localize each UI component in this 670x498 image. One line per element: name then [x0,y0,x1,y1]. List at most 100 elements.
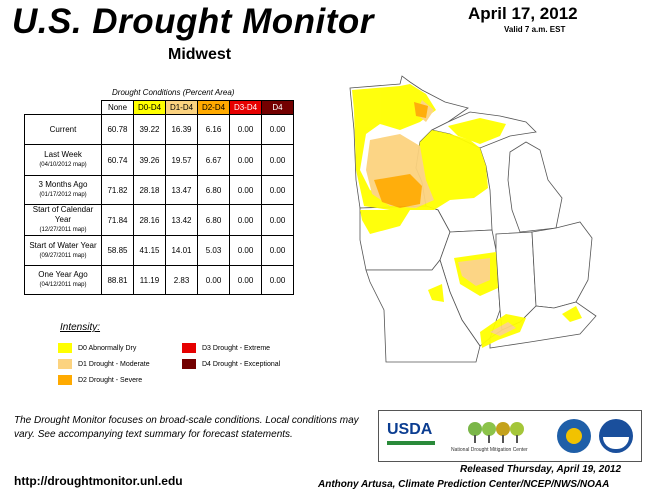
table-cell: 16.39 [165,114,198,145]
table-cell: 0.00 [229,175,262,205]
ndmc-logo-text: National Drought Mitigation Center [451,447,528,453]
footnote: The Drought Monitor focuses on broad-sca… [14,415,359,440]
table-cell: 28.16 [133,204,166,236]
table-cell: 6.67 [197,144,230,176]
row-label: Start of Water Year (09/27/2011 map) [24,235,102,266]
col-header-d0-d4: D0-D4 [133,100,166,115]
legend-label-d4: D4 Drought - Exceptional [202,361,281,368]
d0-area-iowa [360,210,410,234]
table-cell: 19.57 [165,144,198,176]
table-cell: 2.83 [165,265,198,295]
state-michigan-lp [507,141,563,233]
col-header-d1-d4: D1-D4 [165,100,198,115]
table-cell: 71.82 [101,175,134,205]
website-link[interactable]: http://droughtmonitor.unl.edu [14,474,183,488]
table-row: Start of Water Year (09/27/2011 map) 58.85… [24,235,294,266]
row-label: Last Week (04/10/2012 map) [24,144,102,176]
table-cell: 88.81 [101,265,134,295]
table-cell: 5.03 [197,235,230,266]
row-label-text: One Year Ago [38,270,88,279]
table-caption: Drought Conditions (Percent Area) [112,88,235,97]
agency-logos: USDA National Drought Mitigation Center [378,410,642,462]
row-label-date: (04/10/2012 map) [39,162,87,168]
region-label: Midwest [168,46,232,63]
usda-logo: USDA [387,421,433,438]
table-cell: 11.19 [133,265,166,295]
page-title: U.S. Drought Monitor [12,2,374,41]
map-date: April 17, 2012 [468,4,578,23]
row-label-text: 3 Months Ago [38,180,88,189]
drought-map [349,75,597,363]
col-header-d3-d4: D3-D4 [229,100,262,115]
table-row: Current 60.78 39.22 16.39 6.16 0.00 0.00 [24,114,294,145]
doc-seal-icon [557,419,591,453]
table-cell: 0.00 [261,144,294,176]
table-cell: 0.00 [261,204,294,236]
d0-area-missouri [428,284,444,302]
drought-conditions-table: None D0-D4 D1-D4 D2-D4 D3-D4 D4 Current 6… [24,100,294,295]
legend-swatch-d1 [58,359,72,369]
row-label: 3 Months Ago (01/17/2012 map) [24,175,102,205]
d2-area-central [374,174,422,208]
release-date: Released Thursday, April 19, 2012 [460,464,622,475]
d0-area-michigan [448,118,506,144]
usda-logo-bar [387,441,435,445]
table-cell: 39.22 [133,114,166,145]
table-cell: 60.78 [101,114,134,145]
state-ohio [531,221,593,309]
table-cell: 60.74 [101,144,134,176]
noaa-logo-icon [599,419,633,453]
table-row: Last Week (04/10/2012 map) 60.74 39.26 19.57… [24,144,294,176]
legend-label-d3: D3 Drought - Extreme [202,345,271,352]
table-cell: 6.16 [197,114,230,145]
legend-swatch-d4 [182,359,196,369]
d2-area-north [414,102,428,118]
d0-area-kentucky [562,306,582,322]
table-cell: 39.26 [133,144,166,176]
table-row: Start of Calendar Year (12/27/2011 map) 71… [24,204,294,236]
row-label-text: Last Week [44,150,82,159]
table-cell: 0.00 [229,265,262,295]
row-label-text: Start of Calendar Year [32,205,94,224]
table-cell: 0.00 [261,265,294,295]
table-cell: 0.00 [261,175,294,205]
table-cell: 28.18 [133,175,166,205]
valid-time: Valid 7 a.m. EST [504,25,566,34]
table-row: 3 Months Ago (01/17/2012 map) 71.82 28.18 13… [24,175,294,205]
col-header-d4: D4 [261,100,294,115]
table-cell: 0.00 [261,114,294,145]
legend-label-d0: D0 Abnormally Dry [78,345,137,352]
legend-title: Intensity: [60,322,101,333]
table-cell: 0.00 [197,265,230,295]
table-cell: 0.00 [229,204,262,236]
state-missouri [365,259,481,363]
table-cell: 0.00 [229,114,262,145]
table-row: One Year Ago (04/12/2011 map) 88.81 11.19 2.… [24,265,294,295]
d1-area-missouri-south [490,322,516,336]
table-cell: 14.01 [165,235,198,266]
table-cell: 13.47 [165,175,198,205]
row-label-text: Current [49,124,77,134]
legend-swatch-d2 [58,375,72,385]
table-cell: 0.00 [229,235,262,266]
row-label: Start of Calendar Year (12/27/2011 map) [24,204,102,236]
legend-swatch-d3 [182,343,196,353]
legend-label-d1: D1 Drought - Moderate [78,361,150,368]
row-label-date: (04/12/2011 map) [39,282,87,288]
table-cell: 13.42 [165,204,198,236]
ndmc-trees-icon [461,421,537,443]
row-label: One Year Ago (04/12/2011 map) [24,265,102,295]
table-cell: 6.80 [197,175,230,205]
row-label-date: (12/27/2011 map) [39,227,87,233]
row-label-date: (09/27/2011 map) [39,252,87,259]
row-label-date: (01/17/2012 map) [39,192,87,198]
col-header-d2-d4: D2-D4 [197,100,230,115]
legend-label-d2: D2 Drought - Severe [78,377,143,384]
table-cell: 71.84 [101,204,134,236]
table-corner [25,101,102,115]
row-label-text: Start of Water Year [29,240,97,250]
d1-area-illinois [458,258,490,286]
table-cell: 58.85 [101,235,134,266]
legend-swatch-d0 [58,343,72,353]
table-cell: 0.00 [229,144,262,176]
